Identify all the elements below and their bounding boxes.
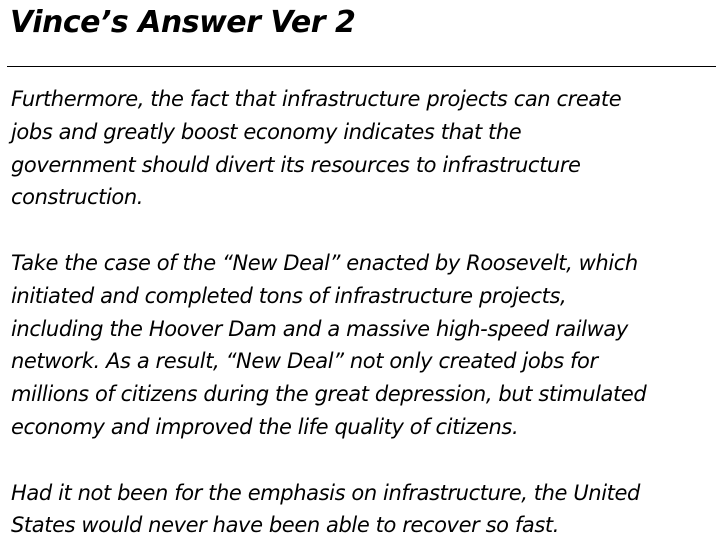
- paragraph-conclusion: Had it not been for the emphasis on infr…: [11, 477, 711, 543]
- text-line: including the Hoover Dam and a massive h…: [11, 316, 628, 341]
- text-line: Furthermore, the fact that infrastructur…: [11, 87, 622, 111]
- paragraph-argument: Furthermore, the fact that infrastructur…: [11, 83, 711, 214]
- slide-body: Furthermore, the fact that infrastructur…: [11, 83, 711, 542]
- text-line: economy and improved the life quality of…: [11, 414, 519, 439]
- text-line: jobs and greatly boost economy indicates…: [11, 119, 522, 144]
- text-line: initiated and completed tons of infrastr…: [11, 283, 567, 308]
- paragraph-example: Take the case of the “New Deal” enacted …: [11, 247, 711, 444]
- slide-title: Vince’s Answer Ver 2: [10, 5, 356, 40]
- text-line: network. As a result, “New Deal” not onl…: [11, 349, 598, 374]
- text-line: Had it not been for the emphasis on infr…: [11, 480, 640, 505]
- text-line: construction.: [11, 185, 144, 210]
- text-line: government should divert its resources t…: [11, 152, 581, 177]
- title-divider: [7, 66, 716, 67]
- text-line: Take the case of the “New Deal” enacted …: [11, 250, 638, 275]
- text-line: millions of citizens during the great de…: [11, 382, 647, 407]
- text-line: States would never have been able to rec…: [11, 513, 559, 538]
